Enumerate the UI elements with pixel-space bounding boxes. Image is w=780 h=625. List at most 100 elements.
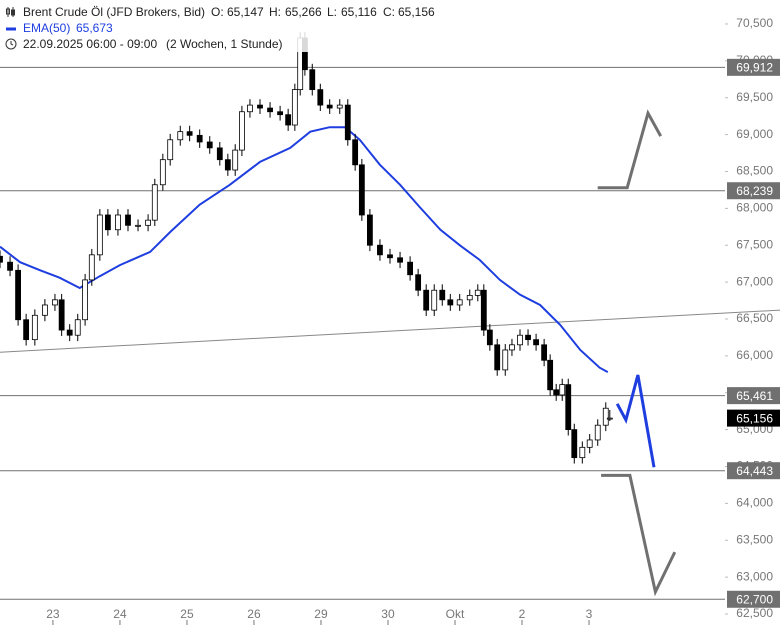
candle-body bbox=[216, 147, 223, 161]
candle-body bbox=[7, 261, 13, 271]
candle-body bbox=[579, 446, 586, 459]
candle-body bbox=[257, 104, 263, 109]
candle-body bbox=[267, 107, 273, 113]
symbol: Brent Crude Öl (JFD Brokers, Bid) bbox=[23, 5, 205, 19]
candle-body bbox=[159, 159, 166, 186]
level-label: 64,443 bbox=[736, 464, 773, 478]
level-label: 62,700 bbox=[736, 592, 773, 606]
candle-body bbox=[547, 359, 554, 391]
date-range: 22.09.2025 06:00 - 09:00 bbox=[23, 37, 157, 51]
candle-body bbox=[594, 424, 601, 441]
clock-icon bbox=[5, 38, 17, 50]
candle-body bbox=[517, 334, 523, 346]
ema-line bbox=[0, 126, 609, 373]
candle-body bbox=[23, 319, 30, 341]
level-label-bg bbox=[727, 387, 780, 405]
ema-label: EMA(50) bbox=[23, 21, 70, 35]
y-tick-label: 67,000 bbox=[736, 274, 773, 288]
candle-body bbox=[366, 214, 373, 246]
candle-body bbox=[456, 299, 463, 306]
candle-body bbox=[352, 139, 359, 166]
y-tick-label: 68,000 bbox=[736, 201, 773, 215]
candle-body bbox=[186, 131, 193, 136]
candle-body bbox=[397, 257, 403, 263]
candle-body bbox=[151, 184, 158, 221]
ohlc-value: 65,266 bbox=[285, 5, 322, 19]
y-tick-label: 64,000 bbox=[736, 496, 773, 510]
level-label: 65,461 bbox=[736, 389, 773, 403]
y-tick-label: 66,000 bbox=[736, 348, 773, 362]
ohlc-label: O: bbox=[211, 5, 224, 19]
candle-body bbox=[466, 294, 473, 301]
candle-body bbox=[15, 269, 21, 321]
trendline bbox=[0, 309, 780, 353]
candle-body bbox=[74, 319, 81, 336]
candle-body bbox=[31, 314, 38, 341]
level-label-bg bbox=[727, 462, 780, 480]
candle-body bbox=[104, 214, 111, 231]
candle-body bbox=[232, 149, 239, 171]
y-tick-label: 69,000 bbox=[736, 127, 773, 141]
ohlc-label: C: bbox=[383, 5, 395, 19]
candle-body bbox=[559, 384, 566, 396]
ohlc-label: H: bbox=[269, 5, 281, 19]
ohlc-label: L: bbox=[327, 5, 337, 19]
y-tick-label: 63,500 bbox=[736, 532, 773, 546]
candle-body bbox=[358, 164, 365, 216]
candle-body bbox=[606, 417, 613, 420]
candle-body bbox=[387, 254, 393, 259]
candle-body bbox=[239, 111, 245, 151]
x-tick-label: 23 bbox=[46, 607, 60, 621]
y-tick-label: 68,500 bbox=[736, 164, 773, 178]
period: (2 Wochen, 1 Stunde) bbox=[166, 37, 283, 51]
projection bbox=[597, 109, 663, 190]
ohlc-value: 65,116 bbox=[341, 5, 377, 19]
candle-body bbox=[509, 344, 515, 351]
level-label-bg bbox=[727, 58, 780, 76]
candle-body bbox=[145, 219, 151, 226]
candle-body bbox=[196, 134, 203, 143]
x-tick-label: 29 bbox=[314, 607, 328, 621]
level-label-bg bbox=[727, 590, 780, 608]
candle-body bbox=[58, 299, 65, 331]
candle-body bbox=[167, 139, 174, 161]
level-label-bg bbox=[727, 182, 780, 200]
candle-body bbox=[82, 279, 89, 321]
candle-body bbox=[344, 104, 351, 141]
candle-body bbox=[474, 289, 481, 296]
x-tick-label: 30 bbox=[381, 607, 395, 621]
candle-body bbox=[247, 104, 253, 113]
current-price-label: 65,156 bbox=[736, 411, 773, 425]
candle-body bbox=[553, 389, 560, 396]
candle-body bbox=[326, 104, 333, 109]
header-bg bbox=[0, 4, 440, 52]
candle-body bbox=[423, 289, 430, 311]
candle-body bbox=[586, 439, 593, 448]
y-tick-label: 66,500 bbox=[736, 311, 773, 325]
candle-body bbox=[309, 69, 316, 91]
candle-body bbox=[41, 304, 48, 316]
x-tick-label: 3 bbox=[586, 607, 593, 621]
candle-body bbox=[277, 111, 284, 116]
ohlc-value: 65,156 bbox=[398, 5, 435, 19]
y-tick-label: 70,500 bbox=[736, 16, 773, 30]
candle-body bbox=[494, 344, 501, 371]
projection bbox=[615, 374, 656, 468]
x-tick-label: 2 bbox=[519, 607, 526, 621]
candle-body bbox=[52, 299, 58, 306]
candle-body bbox=[115, 214, 121, 231]
candle-body bbox=[571, 429, 578, 459]
candle-body bbox=[224, 159, 231, 171]
candle-body bbox=[317, 89, 324, 106]
candle-body bbox=[447, 299, 454, 306]
candle-body bbox=[125, 214, 131, 226]
candle-body bbox=[502, 349, 509, 371]
candle-body bbox=[565, 384, 572, 431]
candle-body bbox=[415, 274, 422, 291]
candle-body bbox=[407, 261, 414, 276]
y-tick-label: 67,500 bbox=[736, 237, 773, 251]
y-tick-label: 62,500 bbox=[736, 606, 773, 620]
candle-body bbox=[135, 224, 141, 227]
